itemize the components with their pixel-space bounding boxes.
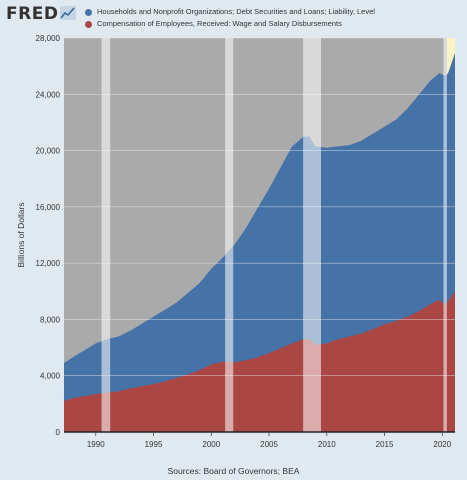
y-tick-label: 12,000 <box>36 259 61 268</box>
y-tick-label: 28,000 <box>36 34 61 43</box>
legend-marker-debt <box>85 8 92 16</box>
recession-band <box>101 38 111 432</box>
recession-band <box>225 38 234 432</box>
legend-label-debt: Households and Nonprofit Organizations; … <box>97 7 375 16</box>
y-tick-label: 4,000 <box>40 372 61 381</box>
x-tick-label: 2000 <box>202 440 220 449</box>
x-tick-label: 2015 <box>376 440 394 449</box>
x-tick-label: 2005 <box>260 440 278 449</box>
y-tick-label: 16,000 <box>36 203 61 212</box>
y-tick-label: 0 <box>56 428 61 437</box>
y-tick-label: 8,000 <box>40 315 61 324</box>
x-tick-label: 2010 <box>318 440 336 449</box>
legend-label-compensation: Compensation of Employees, Received: Wag… <box>97 19 342 28</box>
series-area-compensation[interactable] <box>64 291 455 432</box>
fred-logo[interactable]: FRED <box>6 4 59 24</box>
recession-band <box>443 38 447 432</box>
x-tick-label: 2020 <box>433 440 451 449</box>
recession-band <box>303 38 322 432</box>
y-tick-label: 20,000 <box>36 147 61 156</box>
x-tick-label: 1995 <box>145 440 163 449</box>
x-tick-label: 1990 <box>87 440 105 449</box>
y-tick-label: 24,000 <box>36 90 61 99</box>
legend-item-debt[interactable]: Households and Nonprofit Organizations; … <box>85 6 375 18</box>
legend-item-compensation[interactable]: Compensation of Employees, Received: Wag… <box>85 18 375 30</box>
legend-marker-compensation <box>85 20 92 28</box>
legend: Households and Nonprofit Organizations; … <box>85 6 375 30</box>
source-note: Sources: Board of Governors; BEA <box>167 466 300 476</box>
line-chart-icon <box>60 6 76 20</box>
